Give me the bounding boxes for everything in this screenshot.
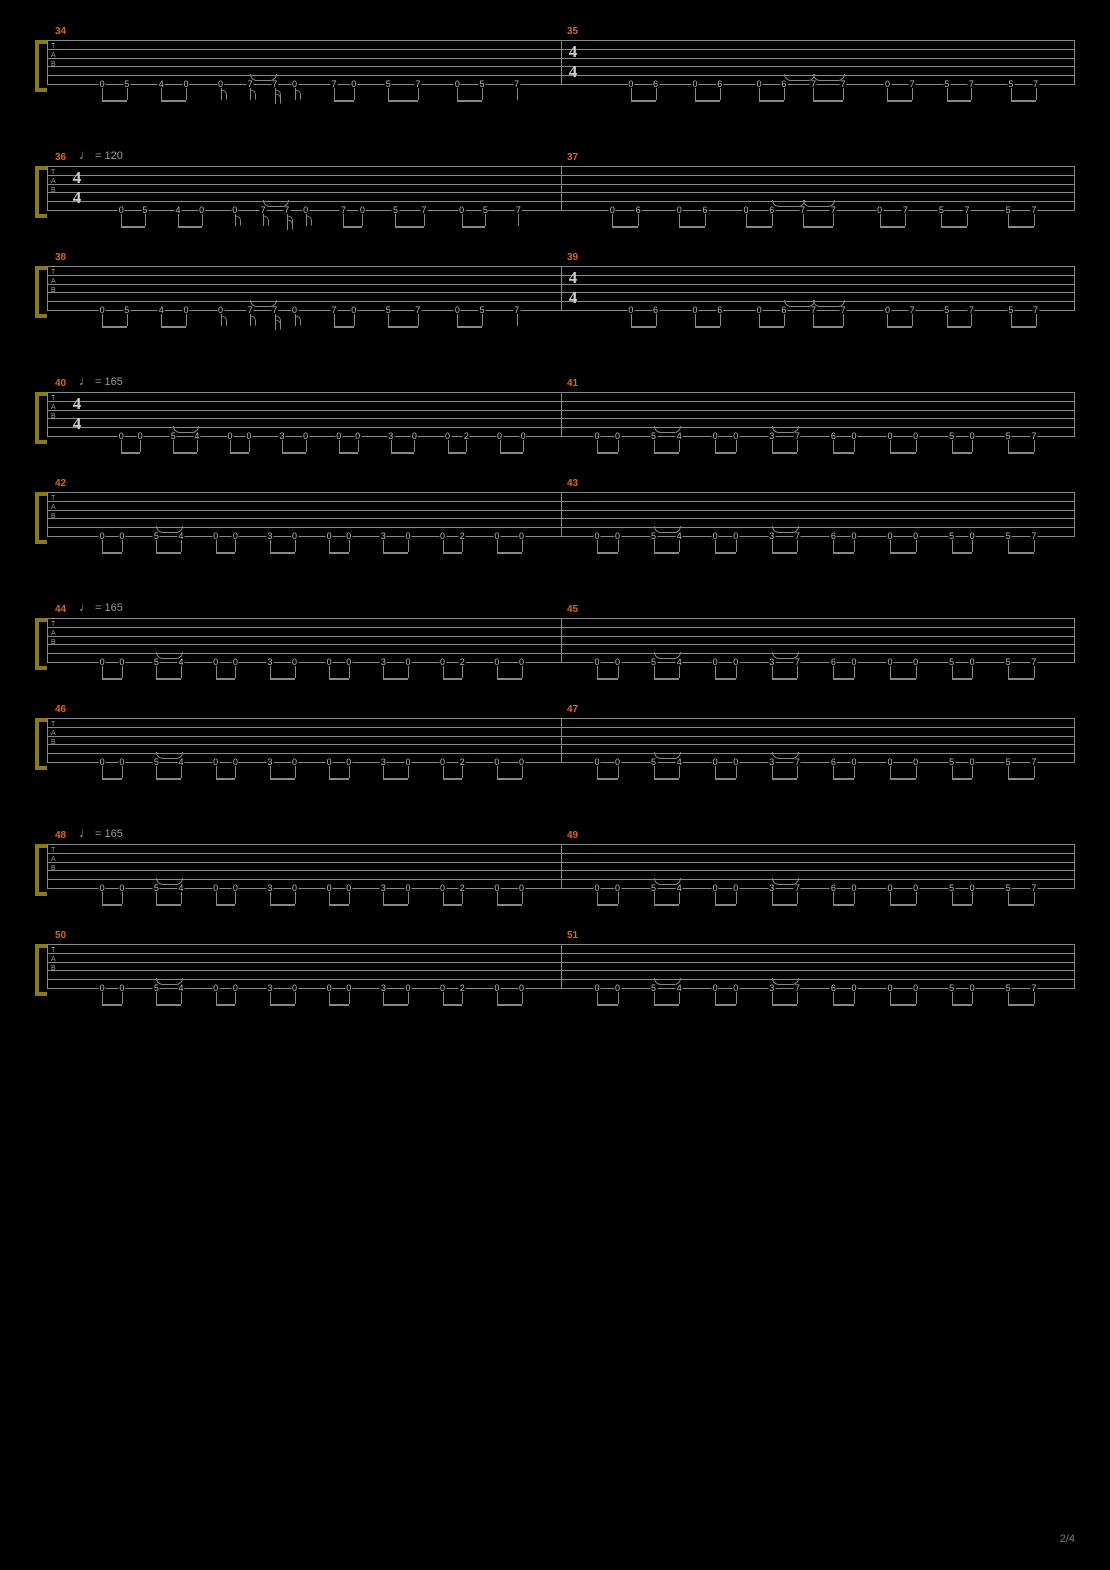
- system-bracket: [35, 944, 47, 996]
- system-bracket: [35, 40, 47, 92]
- measure-number: 44: [55, 604, 66, 615]
- system-bracket: [35, 618, 47, 670]
- time-signature: 44: [565, 42, 581, 82]
- measure-number: 35: [567, 26, 578, 37]
- measure-number: 41: [567, 378, 578, 389]
- tab-clef: TAB: [51, 168, 56, 195]
- tab-clef: TAB: [51, 620, 56, 647]
- tab-staff: 3839TAB4405400770705705706060677075757: [47, 266, 1075, 310]
- tab-clef: TAB: [51, 846, 56, 873]
- measure-number: 49: [567, 830, 578, 841]
- system-bracket: [35, 166, 47, 218]
- tab-staff: 4243TAB00540030003002000054003760005057: [47, 492, 1075, 536]
- tab-staff: 5051TAB00540030003002000054003760005057: [47, 944, 1075, 988]
- tempo-mark: = 165: [79, 376, 123, 388]
- system-bracket: [35, 718, 47, 770]
- tab-system: = 1654041TAB4400540030003002000054003760…: [35, 366, 1075, 450]
- page-number: 2/4: [1060, 1533, 1075, 1545]
- tab-system: 3435TAB4405400770705705706060677075757: [35, 40, 1075, 98]
- tab-system: 4243TAB00540030003002000054003760005057: [35, 492, 1075, 550]
- tab-clef: TAB: [51, 42, 56, 69]
- tab-page: 3435TAB4405400770705705706060677075757= …: [0, 0, 1110, 1570]
- measure-number: 51: [567, 930, 578, 941]
- tab-clef: TAB: [51, 394, 56, 421]
- tempo-mark: = 120: [79, 150, 123, 162]
- measure-number: 45: [567, 604, 578, 615]
- tab-clef: TAB: [51, 946, 56, 973]
- tab-staff: 4647TAB00540030003002000054003760005057: [47, 718, 1075, 762]
- measure-number: 37: [567, 152, 578, 163]
- tab-clef: TAB: [51, 268, 56, 295]
- tab-system: 5051TAB00540030003002000054003760005057: [35, 944, 1075, 1002]
- tab-clef: TAB: [51, 494, 56, 521]
- system-bracket: [35, 844, 47, 896]
- measure-number: 48: [55, 830, 66, 841]
- time-signature: 44: [69, 168, 85, 208]
- tab-clef: TAB: [51, 720, 56, 747]
- measure-number: 43: [567, 478, 578, 489]
- time-signature: 44: [565, 268, 581, 308]
- tab-system: 3839TAB4405400770705705706060677075757: [35, 266, 1075, 324]
- system-bracket: [35, 266, 47, 318]
- tab-staff: 4849TAB00540030003002000054003760005057: [47, 844, 1075, 888]
- measure-number: 36: [55, 152, 66, 163]
- measure-number: 34: [55, 26, 66, 37]
- measure-number: 50: [55, 930, 66, 941]
- tab-system: = 165 4445TAB0054003000300200005400376000…: [35, 592, 1075, 676]
- measure-number: 42: [55, 478, 66, 489]
- tab-staff: 3637TAB4405400770705705706060677075757: [47, 166, 1075, 210]
- tab-staff: 3435TAB4405400770705705706060677075757: [47, 40, 1075, 84]
- tab-system: = 165 4849TAB0054003000300200005400376000…: [35, 818, 1075, 902]
- tab-system: 4647TAB00540030003002000054003760005057: [35, 718, 1075, 776]
- tempo-mark: = 165: [79, 828, 123, 840]
- measure-number: 47: [567, 704, 578, 715]
- measure-number: 38: [55, 252, 66, 263]
- measure-number: 46: [55, 704, 66, 715]
- time-signature: 44: [69, 394, 85, 434]
- measure-number: 39: [567, 252, 578, 263]
- tab-staff: 4041TAB440054003000300200005400376000505…: [47, 392, 1075, 436]
- system-bracket: [35, 492, 47, 544]
- tab-system: = 1203637TAB4405400770705705706060677075…: [35, 140, 1075, 224]
- tab-staff: 4445TAB00540030003002000054003760005057: [47, 618, 1075, 662]
- tempo-mark: = 165: [79, 602, 123, 614]
- measure-number: 40: [55, 378, 66, 389]
- system-bracket: [35, 392, 47, 444]
